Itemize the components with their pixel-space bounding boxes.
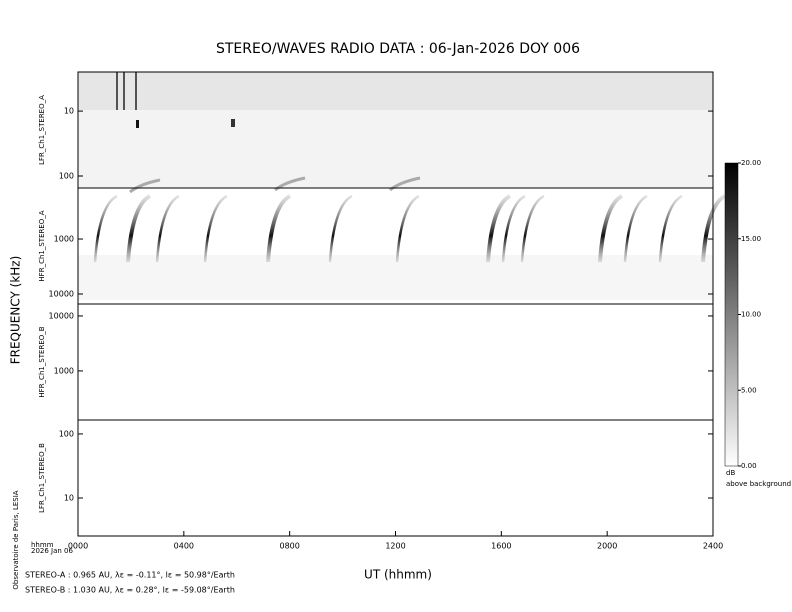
y-tick-label: 100 [59, 429, 74, 438]
blob [231, 119, 235, 127]
noise-band [78, 255, 713, 300]
x-axis-label: UT (hhmm) [364, 568, 432, 582]
burst [486, 194, 512, 263]
colorbar-sublabel: above background [726, 480, 791, 488]
corner-unit: hhmm [31, 541, 54, 549]
panel-label: HFR_Ch1_STEREO_B [38, 326, 46, 397]
burst [266, 194, 292, 263]
burst [395, 194, 420, 263]
panel-label: LFR_Ch1_STEREO_A [38, 95, 46, 165]
burst [155, 194, 180, 263]
panel-label: LFR_Ch1_STEREO_B [38, 443, 46, 513]
panel-label: HFR_Ch1_STEREO_A [38, 210, 46, 281]
burst [129, 178, 161, 194]
y-axis-label: FREQUENCY (kHz) [9, 256, 23, 365]
y-tick-label: 100 [59, 172, 74, 181]
y-tick-label: 1000 [54, 366, 74, 375]
burst [389, 176, 421, 192]
bursts [93, 72, 727, 263]
note: STEREO-B : 1.030 AU, λε = 0.28°, lε = -5… [25, 586, 235, 595]
y-tick-label: 1000 [54, 235, 74, 244]
colorbar-tick-label: 0.00 [741, 462, 757, 470]
note: STEREO-A : 0.965 AU, λε = -0.11°, lε = 5… [25, 571, 235, 580]
noise-band [78, 72, 713, 110]
burst [126, 194, 152, 263]
y-tick-label: 10000 [49, 311, 74, 320]
burst [701, 194, 727, 263]
x-tick-label: 0000 [68, 542, 88, 551]
colorbar-label: dB [726, 469, 735, 477]
y-tick-label: 10 [64, 107, 74, 116]
colorbar-tick-label: 10.00 [741, 311, 761, 319]
burst [501, 194, 526, 263]
burst [623, 194, 648, 263]
y-tick-label: 10000 [49, 290, 74, 299]
credit: Observatoire de Paris, LESIA [12, 490, 20, 589]
burst [520, 194, 545, 263]
colorbar-tick-label: 15.00 [741, 235, 761, 243]
x-tick-label: 2400 [703, 542, 723, 551]
y-tick-label: 10 [64, 493, 74, 502]
x-tick-label: 1200 [385, 542, 405, 551]
corner-date: 2026 Jan 06 [31, 547, 74, 555]
blob [136, 120, 139, 128]
burst [658, 194, 683, 263]
burst [598, 194, 624, 263]
colorbar [724, 162, 739, 467]
x-tick-label: 1600 [491, 542, 511, 551]
noise-band [78, 110, 713, 188]
burst [274, 176, 306, 192]
colorbar-tick-label: 5.00 [741, 386, 757, 394]
colorbar-tick-label: 20.00 [741, 159, 761, 167]
panel-frame [77, 419, 714, 537]
x-tick-label: 0400 [174, 542, 194, 551]
panel-frame [77, 303, 714, 421]
burst [328, 194, 353, 263]
burst [203, 194, 228, 263]
burst [93, 194, 118, 263]
x-tick-label: 2000 [597, 542, 617, 551]
x-tick-label: 0800 [279, 542, 299, 551]
chart-title: STEREO/WAVES RADIO DATA : 06-Jan-2026 DO… [216, 41, 580, 57]
